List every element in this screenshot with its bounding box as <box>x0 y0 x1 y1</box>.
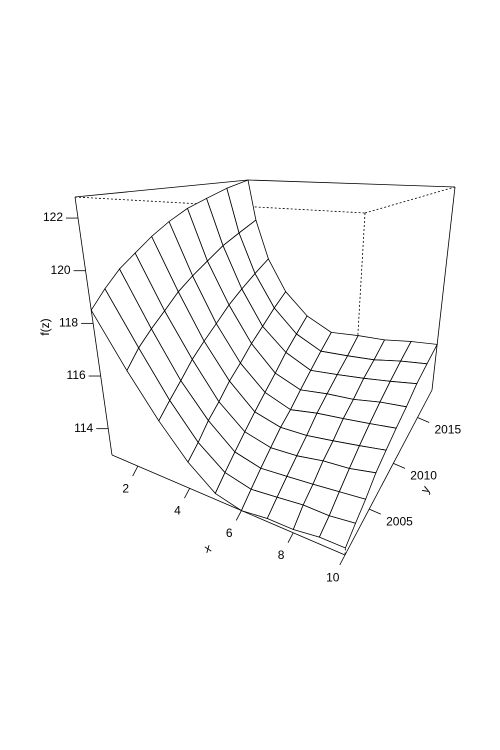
z-tick-label: 116 <box>67 368 86 382</box>
box-edge <box>74 179 249 198</box>
y-tick <box>393 462 406 469</box>
x-tick-label: 10 <box>326 570 340 584</box>
surface-cell <box>318 515 357 549</box>
y-tick-label: 2015 <box>434 423 461 437</box>
z-tick-label: 122 <box>43 210 63 224</box>
x-tick-label: 8 <box>278 548 285 562</box>
x-tick <box>184 488 191 499</box>
x-tick <box>132 465 139 477</box>
box-edge <box>247 179 456 188</box>
z-tick-label: 120 <box>51 263 71 277</box>
y-axis-title: y <box>418 483 433 495</box>
y-tick <box>369 508 381 515</box>
y-tick-label: 2010 <box>410 469 437 483</box>
x-tick-label: 6 <box>226 526 233 540</box>
box-edge <box>111 454 346 556</box>
y-tick-label: 2005 <box>386 514 413 528</box>
box-edge <box>74 196 113 456</box>
z-tick-label: 114 <box>74 421 93 435</box>
x-tick-label: 4 <box>174 504 181 518</box>
y-tick <box>417 417 430 423</box>
box-edge <box>431 186 456 391</box>
x-tick-label: 2 <box>122 481 129 495</box>
z-tick-label: 118 <box>59 316 78 330</box>
z-axis-title: f(z) <box>38 318 52 335</box>
x-tick <box>287 532 294 543</box>
x-tick <box>235 510 242 521</box>
x-axis-title: x <box>203 541 213 556</box>
x-tick <box>339 554 346 566</box>
box-edge-hidden <box>364 186 456 214</box>
